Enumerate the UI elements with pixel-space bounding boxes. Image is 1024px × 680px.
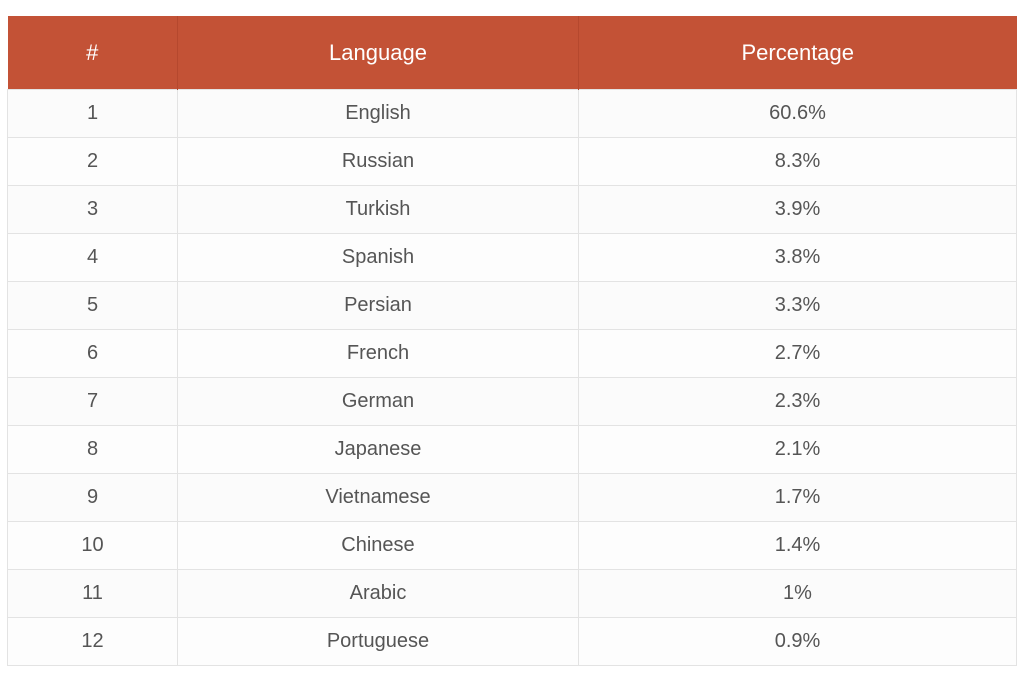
cell-language: German [177,377,579,426]
header-percentage: Percentage [578,16,1017,90]
cell-language: Turkish [177,185,579,234]
cell-percentage: 60.6% [578,89,1017,138]
cell-rank: 10 [7,521,178,570]
table-body: 1 English 60.6% 2 Russian 8.3% 3 Turkish… [7,89,1017,666]
table-row: 7 German 2.3% [7,377,1017,426]
cell-language: Russian [177,137,579,186]
cell-rank: 12 [7,617,178,666]
cell-language: Portuguese [177,617,579,666]
cell-percentage: 3.9% [578,185,1017,234]
table-row: 8 Japanese 2.1% [7,425,1017,474]
cell-rank: 1 [7,89,178,138]
cell-language: French [177,329,579,378]
cell-rank: 8 [7,425,178,474]
cell-percentage: 2.1% [578,425,1017,474]
language-table-container: # Language Percentage 1 English 60.6% 2 … [7,16,1017,666]
table-header: # Language Percentage [7,16,1017,90]
cell-language: Persian [177,281,579,330]
table-row: 2 Russian 8.3% [7,137,1017,186]
table-row: 10 Chinese 1.4% [7,521,1017,570]
cell-rank: 11 [7,569,178,618]
cell-language: Arabic [177,569,579,618]
cell-percentage: 2.7% [578,329,1017,378]
table-row: 12 Portuguese 0.9% [7,617,1017,666]
table-row: 9 Vietnamese 1.7% [7,473,1017,522]
cell-percentage: 1.4% [578,521,1017,570]
cell-percentage: 3.8% [578,233,1017,282]
cell-rank: 4 [7,233,178,282]
cell-rank: 6 [7,329,178,378]
table-row: 1 English 60.6% [7,89,1017,138]
cell-rank: 5 [7,281,178,330]
cell-language: Vietnamese [177,473,579,522]
header-row: # Language Percentage [7,16,1017,90]
cell-percentage: 8.3% [578,137,1017,186]
language-table: # Language Percentage 1 English 60.6% 2 … [7,16,1017,666]
cell-rank: 2 [7,137,178,186]
cell-percentage: 3.3% [578,281,1017,330]
cell-rank: 9 [7,473,178,522]
cell-percentage: 0.9% [578,617,1017,666]
table-row: 5 Persian 3.3% [7,281,1017,330]
cell-percentage: 2.3% [578,377,1017,426]
cell-rank: 7 [7,377,178,426]
cell-language: Japanese [177,425,579,474]
table-row: 11 Arabic 1% [7,569,1017,618]
cell-language: Chinese [177,521,579,570]
cell-language: Spanish [177,233,579,282]
table-row: 3 Turkish 3.9% [7,185,1017,234]
header-rank: # [7,16,178,90]
cell-rank: 3 [7,185,178,234]
cell-percentage: 1.7% [578,473,1017,522]
cell-percentage: 1% [578,569,1017,618]
cell-language: English [177,89,579,138]
header-language: Language [177,16,579,90]
table-row: 4 Spanish 3.8% [7,233,1017,282]
table-row: 6 French 2.7% [7,329,1017,378]
